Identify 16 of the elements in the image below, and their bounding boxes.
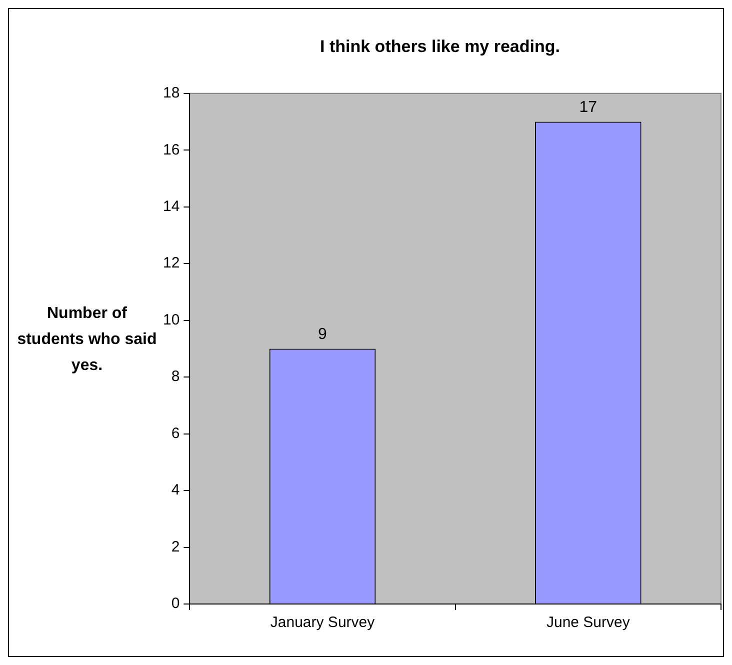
chart-title: I think others like my reading. xyxy=(320,36,560,56)
y-tick-label: 4 xyxy=(171,482,180,499)
x-tick-label: June Survey xyxy=(546,614,630,632)
y-tick-label: 8 xyxy=(171,368,180,386)
y-tick-label: 10 xyxy=(162,311,180,328)
y-tick-label: 16 xyxy=(162,141,180,158)
data-label: 17 xyxy=(579,99,598,116)
y-tick-label: 12 xyxy=(162,254,180,272)
y-tick-label: 14 xyxy=(162,198,180,216)
y-axis-title: Number of students who said yes. xyxy=(17,304,157,376)
x-tick-label: January Survey xyxy=(270,614,376,632)
data-label: 9 xyxy=(318,326,328,344)
y-tick-label: 6 xyxy=(171,424,180,442)
y-tick-label: 2 xyxy=(171,538,180,556)
y-tick-label: 0 xyxy=(171,595,180,612)
y-tick-label: 18 xyxy=(162,84,180,102)
